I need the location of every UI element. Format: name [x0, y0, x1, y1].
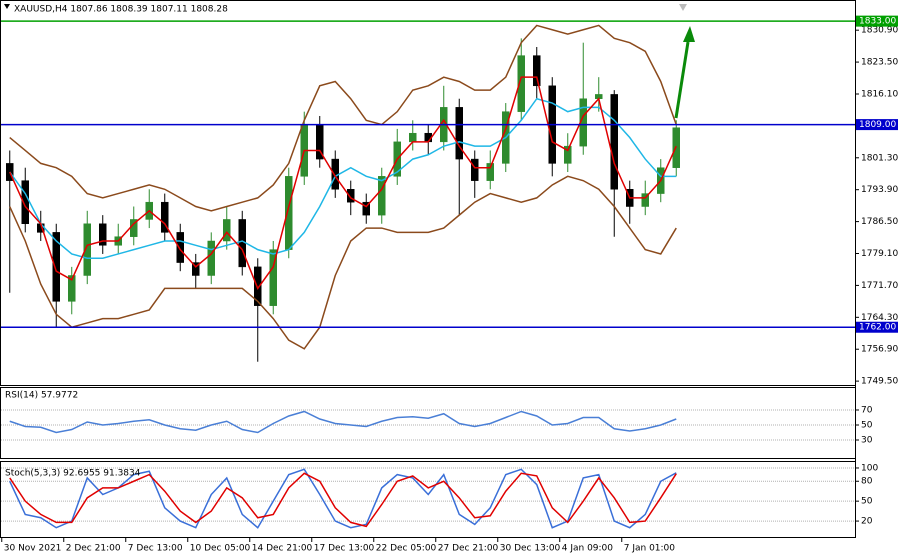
y-tick-label: 80: [861, 477, 873, 487]
y-tick-label: 1801.30: [861, 153, 898, 163]
indicator-line: [9, 410, 677, 434]
candle-body: [409, 132, 417, 143]
indicator-line: [9, 76, 677, 290]
x-tick-label: 2 Dec 21:00: [66, 544, 121, 554]
main-title: XAUUSD,H4 1807.86 1808.39 1807.11 1808.2…: [14, 5, 228, 15]
candle-body: [455, 107, 463, 160]
candle-body: [610, 94, 618, 190]
level-label: 1762.00: [859, 323, 896, 333]
candle-body: [21, 180, 29, 225]
level-label: 1833.00: [859, 17, 896, 27]
y-tick-label: 1830.90: [861, 26, 898, 36]
x-tick-label: 27 Dec 21:00: [438, 544, 499, 554]
level-label-box: [856, 321, 898, 333]
indicator-line: [9, 472, 677, 528]
candle-body: [223, 219, 231, 242]
candle-body: [533, 55, 541, 87]
y-tick-label: 50: [861, 420, 873, 430]
indicator-line: [9, 24, 677, 212]
candle-body: [176, 232, 184, 263]
candle-body: [161, 201, 169, 233]
y-tick-label: 1823.50: [861, 58, 898, 68]
candle-body: [269, 249, 277, 306]
candle-body: [471, 158, 479, 181]
y-tick-label: 1793.90: [861, 185, 898, 195]
y-tick-label: 1816.10: [861, 89, 898, 99]
y-tick-label: 30: [861, 435, 873, 445]
stoch-title: Stoch(5,3,3) 92.6955 91.3834: [5, 469, 141, 479]
candle-body: [641, 193, 649, 207]
indicator-line: [9, 175, 677, 350]
level-label-box: [856, 15, 898, 27]
candle-body: [68, 275, 76, 302]
candle-body: [564, 145, 572, 164]
y-tick-label: 1771.70: [861, 281, 898, 291]
x-tick-label: 17 Dec 13:00: [314, 544, 375, 554]
candle-body: [99, 223, 107, 246]
x-tick-label: 4 Jan 09:00: [562, 544, 614, 554]
x-tick-label: 30 Nov 2021: [4, 544, 62, 554]
y-tick-label: 1779.10: [861, 249, 898, 259]
indicator-line: [9, 468, 677, 529]
y-tick-label: 100: [861, 463, 878, 473]
level-label-box: [856, 119, 898, 131]
candle-body: [486, 163, 494, 181]
candle-body: [347, 189, 355, 203]
candle-body: [362, 201, 370, 216]
y-tick-label: 1786.50: [861, 217, 898, 227]
candle-body: [378, 176, 386, 216]
y-tick-label: 70: [861, 405, 873, 415]
indicator-line: [9, 97, 677, 259]
y-tick-label: 1749.50: [861, 377, 898, 387]
y-tick-label: 1764.30: [861, 313, 898, 323]
trend-arrow-head: [683, 26, 695, 42]
x-tick-label: 7 Dec 13:00: [128, 544, 183, 554]
x-tick-label: 14 Dec 21:00: [252, 544, 313, 554]
y-tick-label: 1756.90: [861, 345, 898, 355]
candle-body: [517, 55, 525, 112]
shift-marker: [679, 4, 687, 11]
candle-body: [52, 232, 60, 302]
candle-body: [83, 223, 91, 276]
x-tick-label: 7 Jan 01:00: [624, 544, 676, 554]
x-tick-label: 22 Dec 05:00: [376, 544, 437, 554]
menu-icon: [4, 4, 10, 9]
candle-body: [285, 176, 293, 250]
level-label: 1809.00: [859, 120, 896, 130]
trend-arrow: [674, 41, 690, 119]
x-tick-label: 10 Dec 05:00: [190, 544, 251, 554]
x-tick-label: 30 Dec 13:00: [500, 544, 561, 554]
candle-body: [192, 262, 200, 276]
plots: [1, 24, 855, 529]
candle-body: [207, 240, 215, 276]
rsi-title: RSI(14) 57.9772: [5, 391, 78, 401]
y-tick-label: 20: [861, 517, 873, 527]
candle-body: [254, 266, 262, 306]
y-tick-label: 50: [861, 497, 873, 507]
